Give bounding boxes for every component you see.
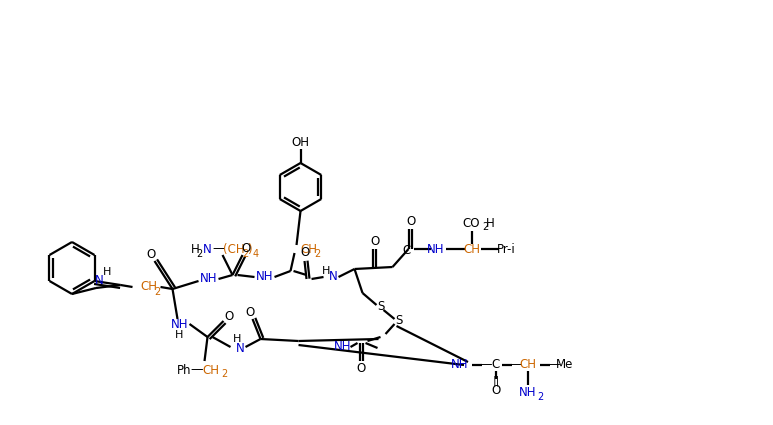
Text: ||: || <box>492 376 499 386</box>
Text: H: H <box>103 267 111 277</box>
Text: OH: OH <box>291 136 309 148</box>
Text: Ph: Ph <box>177 363 192 377</box>
Text: CO: CO <box>463 216 480 230</box>
Text: CH: CH <box>463 243 480 255</box>
Text: N: N <box>236 343 245 355</box>
Text: CH: CH <box>519 359 536 371</box>
Text: 2: 2 <box>155 287 161 297</box>
Text: Me: Me <box>557 359 574 371</box>
Text: —: — <box>480 359 492 371</box>
Text: CH: CH <box>301 243 318 255</box>
Text: C: C <box>403 244 410 257</box>
Text: NH: NH <box>171 318 189 332</box>
Text: O: O <box>406 215 415 227</box>
Text: —: — <box>509 359 523 371</box>
Text: NH: NH <box>199 272 217 286</box>
Text: H: H <box>190 243 199 255</box>
Text: O: O <box>300 246 309 260</box>
Text: 2: 2 <box>221 369 227 379</box>
Text: 2: 2 <box>196 249 203 259</box>
Text: O: O <box>146 247 155 261</box>
Text: O: O <box>241 241 250 255</box>
Text: O: O <box>370 235 379 247</box>
Text: 2: 2 <box>243 249 249 259</box>
Text: O: O <box>245 306 254 318</box>
Text: 2: 2 <box>482 222 489 232</box>
Text: H: H <box>175 330 184 340</box>
Text: O: O <box>356 363 365 376</box>
Text: C: C <box>492 359 500 371</box>
Text: O: O <box>492 385 501 397</box>
Text: NH: NH <box>519 386 536 399</box>
Text: —: — <box>548 359 560 371</box>
Text: N: N <box>329 270 338 283</box>
Text: (CH: (CH <box>223 243 244 255</box>
Text: —: — <box>190 363 203 377</box>
Text: 2: 2 <box>315 249 321 259</box>
Text: CH: CH <box>141 280 158 294</box>
Text: N: N <box>94 274 104 286</box>
Text: H: H <box>233 334 242 344</box>
Text: ): ) <box>247 243 251 255</box>
Text: NH: NH <box>256 270 274 283</box>
Text: —: — <box>213 243 225 255</box>
Text: N: N <box>203 243 211 255</box>
Text: NH: NH <box>334 340 351 354</box>
Text: H: H <box>322 266 331 276</box>
Text: O: O <box>224 311 233 323</box>
Text: NH: NH <box>427 243 444 255</box>
Text: NH: NH <box>451 359 468 371</box>
Text: S: S <box>376 300 384 314</box>
Text: S: S <box>395 314 402 328</box>
Text: 2: 2 <box>537 392 543 402</box>
Text: CH: CH <box>202 363 219 377</box>
Text: H: H <box>486 216 495 230</box>
Text: 4: 4 <box>253 249 259 259</box>
Text: Pr-i: Pr-i <box>497 243 516 255</box>
